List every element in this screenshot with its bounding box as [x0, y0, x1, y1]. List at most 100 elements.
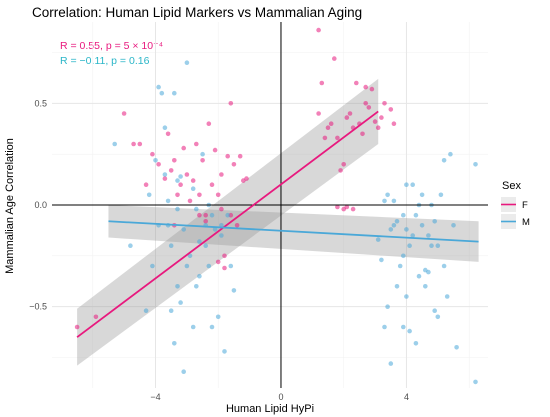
- data-point-m: [194, 206, 199, 212]
- x-tick-label: 4: [404, 392, 409, 402]
- data-point-f: [222, 253, 227, 259]
- data-point-f: [172, 158, 177, 163]
- data-point-m: [165, 198, 171, 204]
- data-point-m: [187, 253, 193, 259]
- data-point-m: [172, 341, 177, 346]
- data-point-m: [203, 243, 208, 248]
- data-point-m: [397, 263, 403, 269]
- data-point-m: [410, 182, 416, 187]
- data-point-f: [206, 121, 212, 126]
- data-point-m: [407, 243, 412, 248]
- data-point-m: [150, 263, 155, 269]
- data-point-f: [168, 168, 174, 173]
- data-point-f: [197, 212, 202, 218]
- data-point-f: [181, 145, 186, 151]
- data-point-f: [184, 172, 190, 177]
- data-point-m: [184, 60, 190, 65]
- data-point-m: [401, 324, 406, 330]
- data-point-m: [153, 158, 158, 163]
- data-point-m: [178, 174, 183, 179]
- data-point-m: [172, 90, 177, 96]
- data-point-m: [209, 212, 215, 218]
- data-point-f: [234, 223, 240, 228]
- data-point-f: [187, 198, 193, 204]
- data-point-f: [319, 80, 325, 86]
- data-point-f: [212, 147, 218, 153]
- regression-line-m: [108, 220, 479, 243]
- data-point-f: [228, 101, 234, 106]
- data-point-m: [379, 257, 384, 263]
- data-point-m: [178, 300, 183, 305]
- data-point-f: [203, 212, 208, 218]
- data-point-m: [444, 294, 450, 299]
- data-point-f: [219, 206, 224, 212]
- data-point-f: [131, 141, 136, 147]
- data-point-f: [175, 192, 180, 198]
- data-point-m: [382, 198, 387, 204]
- data-point-m: [401, 212, 406, 218]
- data-point-f: [354, 80, 359, 86]
- data-point-m: [156, 84, 161, 90]
- data-point-m: [385, 304, 390, 310]
- data-point-m: [448, 151, 453, 157]
- data-point-f: [360, 131, 365, 137]
- data-point-f: [369, 86, 375, 92]
- data-point-m: [404, 294, 409, 299]
- data-point-f: [363, 84, 369, 90]
- data-point-m: [128, 243, 133, 248]
- data-point-f: [200, 158, 205, 163]
- data-point-f: [325, 125, 331, 130]
- data-point-m: [168, 243, 174, 248]
- data-point-m: [429, 243, 434, 248]
- data-point-m: [194, 284, 199, 289]
- data-point-f: [335, 204, 340, 210]
- data-point-m: [184, 263, 190, 269]
- data-point-f: [244, 176, 249, 181]
- r-annotation-f: R = 0.55, p = 5 × 10⁻⁴: [60, 40, 163, 52]
- data-point-m: [401, 253, 406, 259]
- data-point-m: [190, 324, 196, 330]
- x-tick-label: −4: [150, 392, 160, 402]
- y-tick-label: 0.0: [34, 200, 47, 210]
- data-point-f: [156, 162, 161, 167]
- data-point-f: [165, 131, 171, 137]
- y-tick-label: −0.5: [29, 302, 47, 312]
- data-point-m: [413, 341, 419, 346]
- data-point-f: [363, 101, 369, 106]
- confidence-band-f: [77, 78, 379, 366]
- data-point-m: [181, 227, 186, 232]
- data-point-f: [137, 141, 143, 147]
- data-point-m: [162, 172, 168, 177]
- data-point-m: [197, 273, 202, 279]
- data-point-m: [197, 239, 202, 244]
- data-point-m: [385, 192, 390, 198]
- data-point-m: [228, 263, 234, 269]
- legend: Sex F M: [501, 180, 530, 229]
- data-point-m: [206, 263, 212, 269]
- data-point-m: [419, 223, 425, 228]
- data-point-m: [473, 162, 478, 167]
- data-point-m: [407, 328, 412, 334]
- data-point-f: [332, 56, 337, 61]
- data-point-f: [316, 27, 321, 33]
- data-point-f: [74, 324, 80, 330]
- data-point-m: [404, 182, 409, 187]
- data-point-m: [441, 158, 447, 163]
- data-point-m: [200, 151, 205, 157]
- data-point-m: [181, 369, 186, 375]
- r-annotation-m: R = −0.11, p = 0.16: [60, 55, 150, 67]
- data-point-f: [143, 182, 149, 187]
- data-point-m: [441, 263, 447, 269]
- data-point-f: [379, 115, 384, 120]
- data-point-f: [382, 101, 387, 106]
- data-point-m: [215, 314, 221, 320]
- data-point-m: [419, 192, 425, 198]
- data-point-m: [426, 233, 431, 238]
- data-point-f: [222, 265, 227, 271]
- data-point-m: [391, 223, 397, 228]
- data-point-m: [394, 284, 400, 289]
- data-point-m: [222, 349, 227, 354]
- data-point-f: [203, 219, 208, 224]
- plot-area: [52, 22, 488, 388]
